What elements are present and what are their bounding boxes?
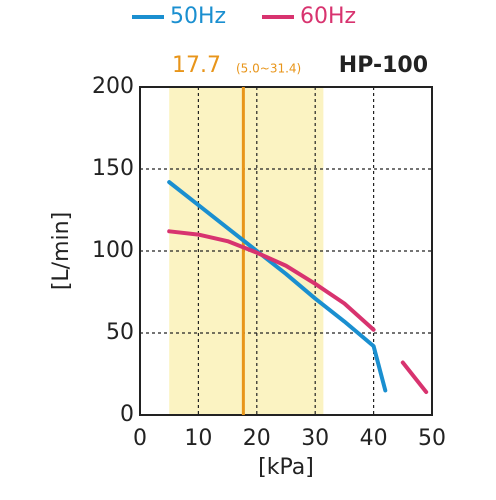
x-tick-label: 0 — [133, 426, 147, 451]
series-line — [167, 180, 388, 393]
x-axis-label: [kPa] — [258, 455, 314, 480]
series-line — [167, 229, 429, 395]
model-label: HP-100 — [339, 53, 428, 78]
x-tick-label: 40 — [360, 426, 388, 451]
y-tick-label: 100 — [92, 238, 134, 263]
x-tick-label: 30 — [301, 426, 329, 451]
x-tick-label: 20 — [243, 426, 271, 451]
legend-label: 60Hz — [300, 4, 356, 29]
plot-frame — [139, 86, 433, 416]
y-tick-label: 0 — [120, 402, 134, 427]
y-tick-label: 50 — [106, 320, 134, 345]
x-tick-label: 10 — [184, 426, 212, 451]
reference-label: 17.7 — [172, 53, 221, 78]
range-band — [169, 87, 324, 415]
x-tick-label: 50 — [418, 426, 446, 451]
y-axis-label: [L/min] — [49, 212, 74, 290]
range-label: (5.0~31.4) — [236, 62, 301, 76]
y-tick-label: 200 — [92, 74, 134, 99]
legend-label: 50Hz — [170, 4, 226, 29]
y-tick-label: 150 — [92, 156, 134, 181]
